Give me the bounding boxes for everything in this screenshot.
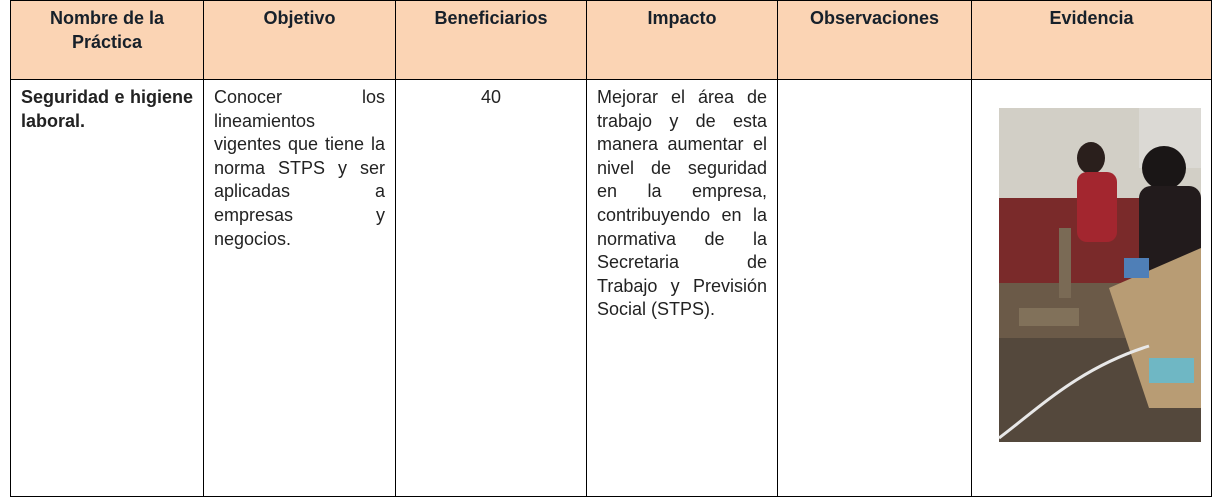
- header-cell: Objetivo: [203, 0, 396, 80]
- body-row: Seguridad e higiene laboral. Conocer los…: [10, 79, 1212, 497]
- header-row: Nombre de la Práctica Objetivo Beneficia…: [10, 0, 1212, 80]
- evidence: [971, 79, 1212, 497]
- header-cell: Observaciones: [777, 0, 972, 80]
- practice-name: Seguridad e higiene laboral.: [10, 79, 204, 497]
- practice-table: Nombre de la Práctica Objetivo Beneficia…: [10, 0, 1212, 497]
- evidence-photo: [998, 108, 1201, 442]
- impact: Mejorar el área de trabajo y de esta man…: [586, 79, 778, 497]
- header-cell: Beneficiarios: [395, 0, 587, 80]
- header-cell: Impacto: [586, 0, 778, 80]
- observations: [777, 79, 972, 497]
- objective: Conocer los lineamientos vigentes que ti…: [203, 79, 396, 497]
- header-cell: Evidencia: [971, 0, 1212, 80]
- beneficiaries: 40: [395, 79, 587, 497]
- header-cell: Nombre de la Práctica: [10, 0, 204, 80]
